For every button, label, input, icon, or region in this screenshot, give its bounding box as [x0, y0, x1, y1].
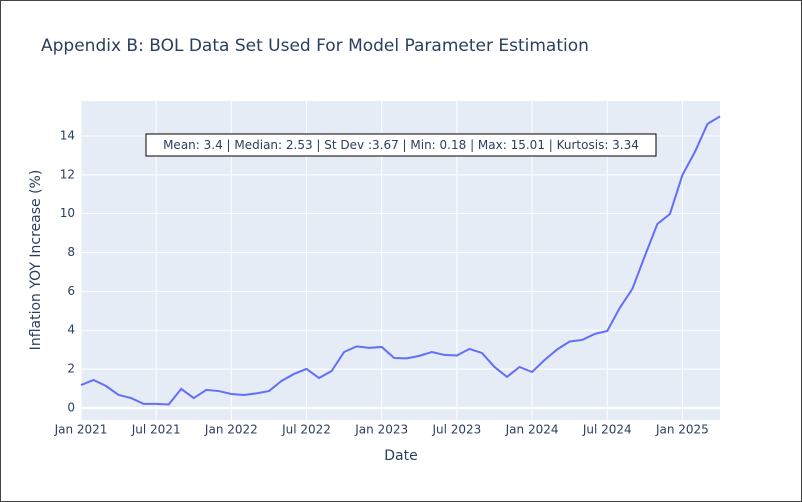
annotation: Mean: 3.4 | Median: 2.53 | St Dev :3.67 …	[163, 138, 639, 152]
y-tick-label: 4	[67, 323, 75, 337]
line-series	[80, 115, 721, 406]
x-tick-label: Jul 2021	[131, 423, 181, 437]
x-tick-label: Jul 2024	[582, 423, 632, 437]
x-tick-label: Jul 2023	[431, 423, 481, 437]
y-axis-title: Inflation YOY Increase (%)	[28, 170, 44, 351]
x-tick-label: Jan 2024	[505, 423, 559, 437]
y-tick-label: 6	[67, 284, 75, 298]
y-tick-label: 8	[67, 245, 75, 259]
x-tick-label: Jan 2025	[655, 423, 709, 437]
x-tick-label: Jan 2022	[204, 423, 258, 437]
annotation-box	[145, 133, 657, 157]
chart-title: Appendix B: BOL Data Set Used For Model …	[41, 36, 589, 56]
x-tick-label: Jan 2023	[354, 423, 408, 437]
y-tick-label: 12	[60, 167, 75, 181]
y-tick-label: 0	[67, 400, 75, 414]
x-axis-title: Date	[384, 448, 417, 464]
y-tick-label: 10	[60, 206, 75, 220]
x-tick-label: Jul 2022	[281, 423, 331, 437]
y-tick-label: 14	[60, 128, 75, 142]
x-tick-label: Jan 2021	[54, 423, 108, 437]
y-tick-label: 2	[67, 362, 75, 376]
